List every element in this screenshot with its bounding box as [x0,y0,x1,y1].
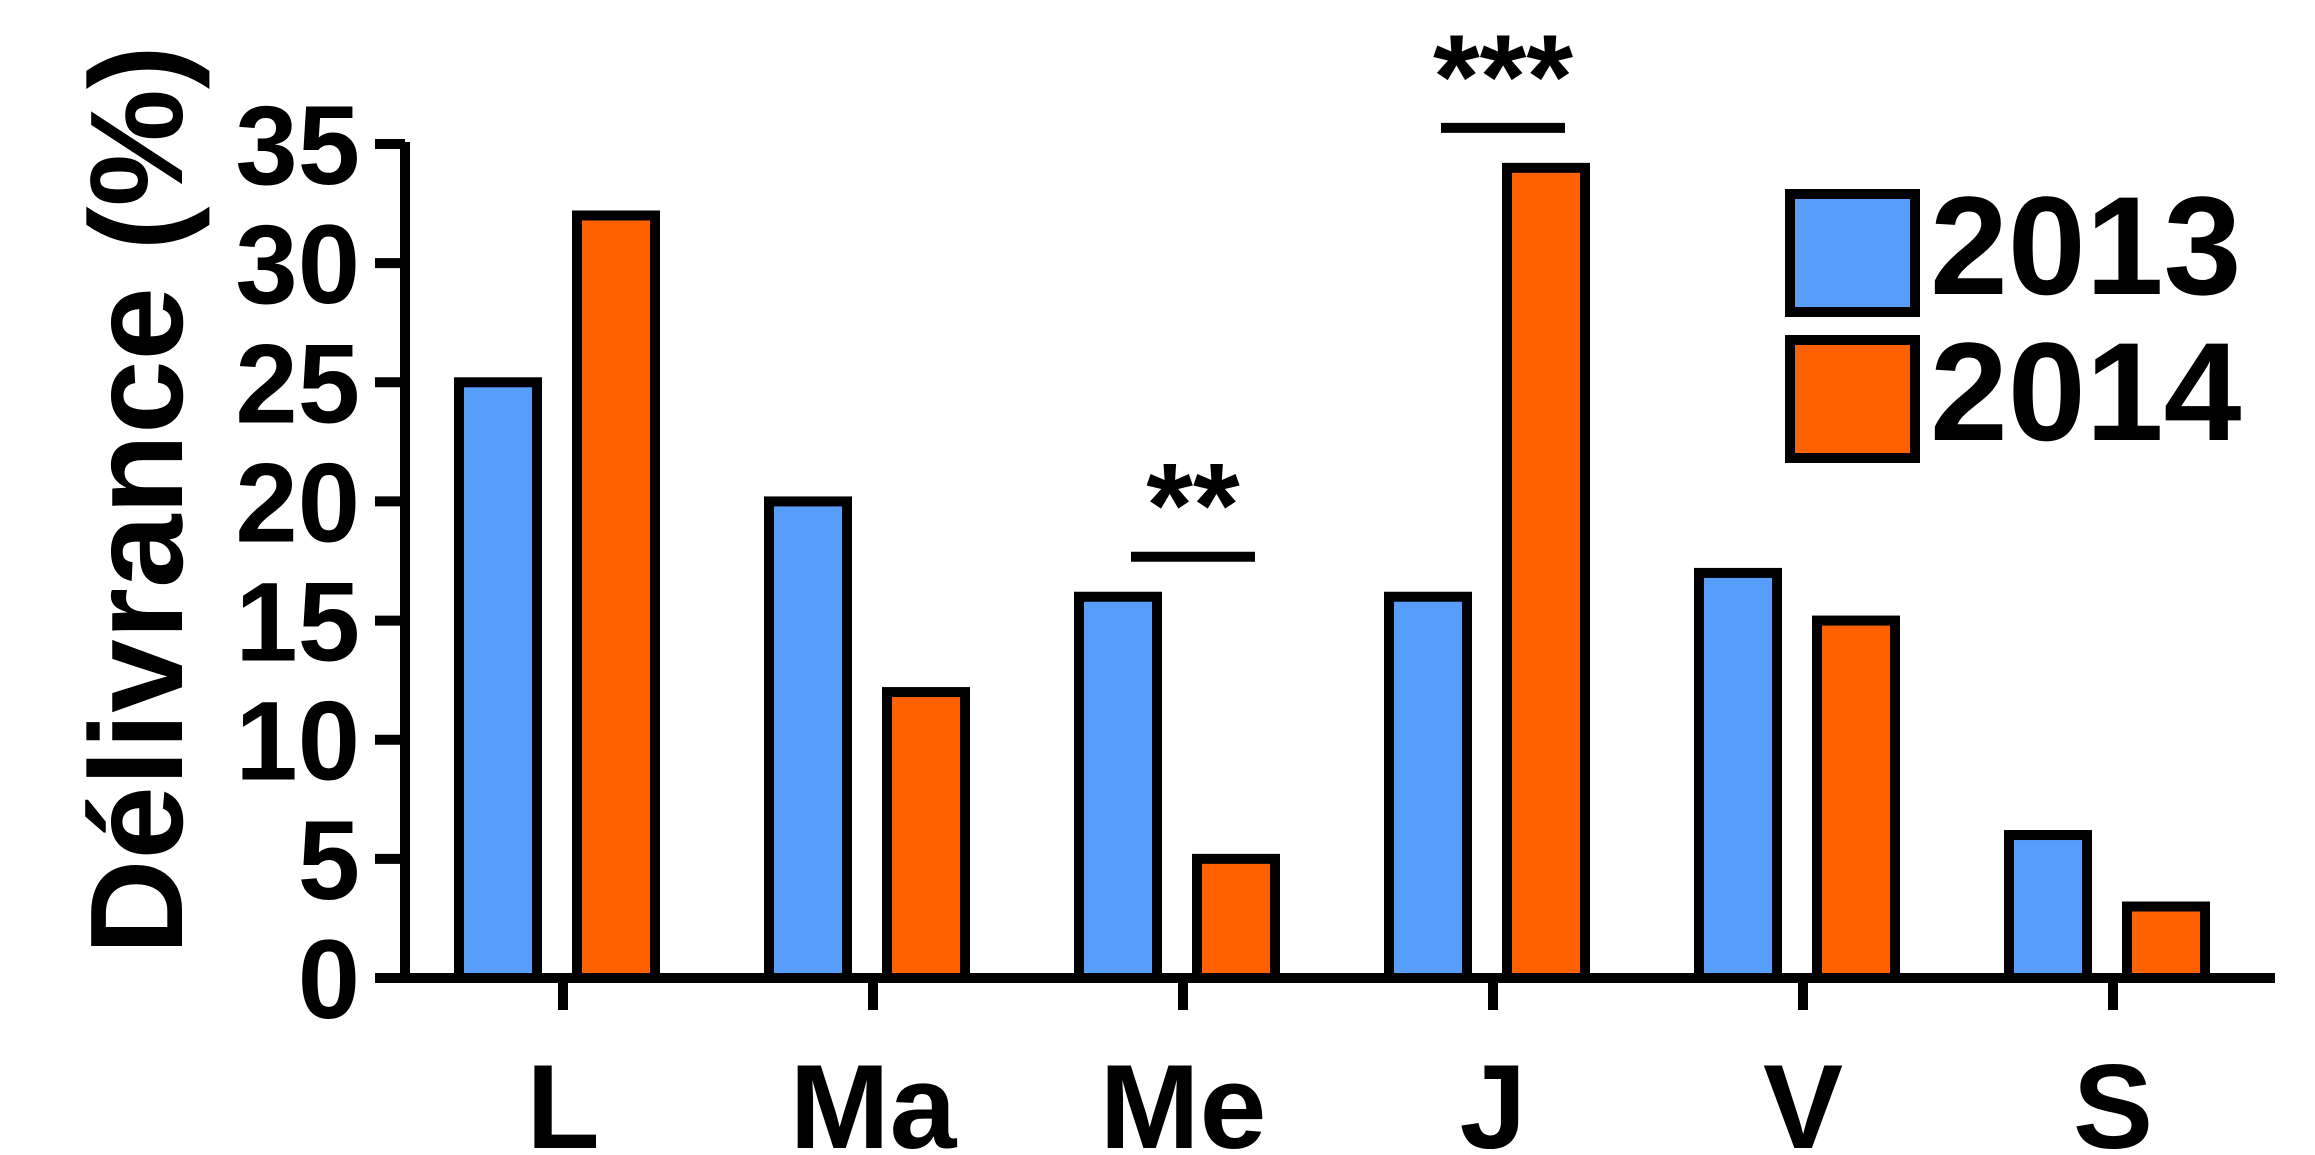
bar-2013-Ma [764,496,852,983]
x-tick-label: V [1763,1040,1843,1155]
legend-swatch-2013 [1785,189,1920,317]
y-tick-label: 20 [235,440,360,565]
significance-label: *** [1433,10,1573,144]
y-tick-label: 35 [235,83,360,208]
x-tick-label: J [1460,1040,1527,1155]
bar-2014-J [1502,162,1590,984]
legend-label-2014: 2014 [1930,313,2242,470]
bar-2014-V [1812,615,1900,983]
significance-markers: ***** [1131,10,1573,573]
bar-2013-V [1694,567,1782,984]
bar-2014-Ma [882,687,970,983]
bar-2014-Me [1192,853,1280,983]
significance-label: ** [1146,439,1240,573]
y-tick-label: 25 [235,321,360,446]
y-tick-label: 10 [235,679,360,804]
x-tick-label: Me [1100,1040,1267,1155]
bar-2013-L [454,377,542,983]
y-tick-label: 5 [298,798,360,923]
x-tick-label: Ma [790,1040,958,1155]
bar-2013-S [2004,830,2092,983]
bar-2013-Me [1074,591,1162,983]
legend-label-2013: 2013 [1930,167,2241,324]
y-tick-label: 0 [298,917,360,1042]
bars [454,162,2210,984]
x-tick-label: S [2073,1040,2153,1155]
y-tick-label: 15 [235,560,360,685]
legend-swatch-2014 [1785,335,1920,463]
bar-2014-S [2122,901,2210,983]
bar-2013-J [1384,591,1472,983]
x-tick-label: L [526,1040,599,1155]
bar-2014-L [572,210,660,983]
y-axis-label: Délivrance (%) [63,45,210,955]
y-tick-label: 30 [235,202,360,327]
